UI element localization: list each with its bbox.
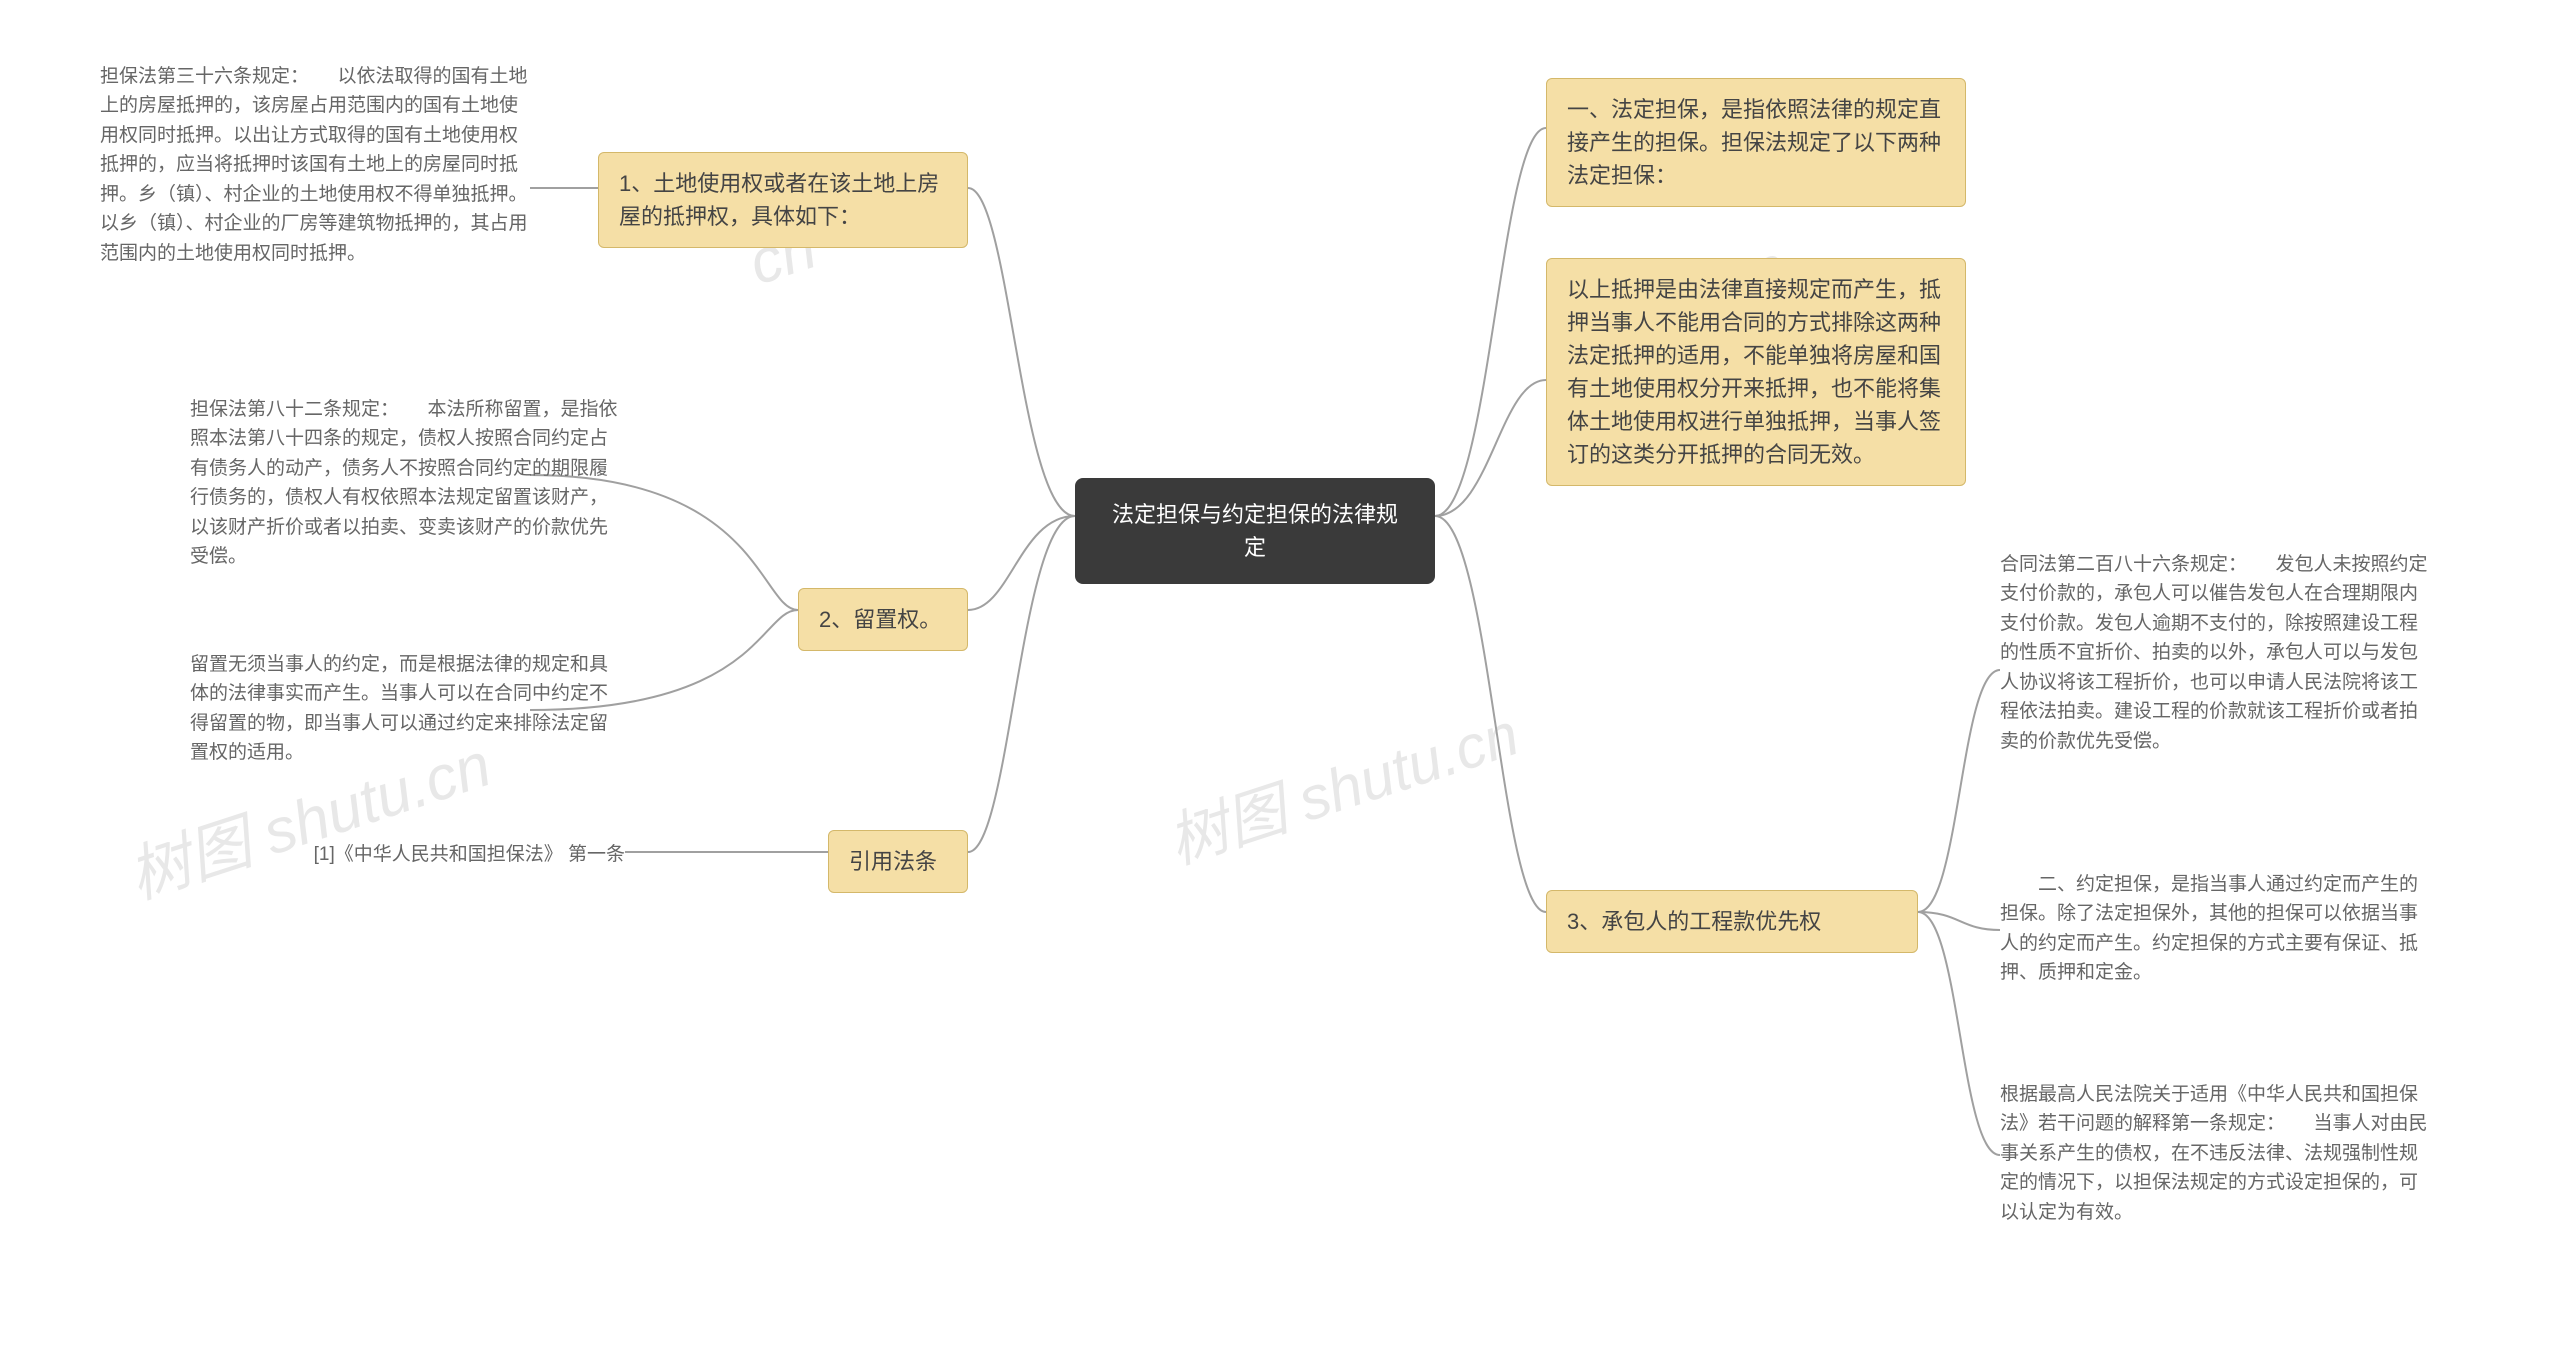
left-branch-2[interactable]: 2、留置权。 [798, 588, 968, 651]
left-leaf-3a: [1]《中华人民共和国担保法》 第一条 [280, 840, 625, 869]
left-branch-1[interactable]: 1、土地使用权或者在该土地上房屋的抵押权，具体如下： [598, 152, 968, 248]
right-branch-1[interactable]: 一、法定担保，是指依照法律的规定直接产生的担保。担保法规定了以下两种法定担保： [1546, 78, 1966, 207]
right-branch-2[interactable]: 以上抵押是由法律直接规定而产生，抵押当事人不能用合同的方式排除这两种法定抵押的适… [1546, 258, 1966, 486]
center-node[interactable]: 法定担保与约定担保的法律规定 [1075, 478, 1435, 584]
right-leaf-3b: 二、约定担保，是指当事人通过约定而产生的担保。除了法定担保外，其他的担保可以依据… [2000, 870, 2430, 988]
left-branch-3[interactable]: 引用法条 [828, 830, 968, 893]
watermark: 树图 shutu.cn [1155, 686, 1528, 881]
right-branch-3[interactable]: 3、承包人的工程款优先权 [1546, 890, 1918, 953]
left-leaf-1a: 担保法第三十六条规定： 以依法取得的国有土地上的房屋抵押的，该房屋占用范围内的国… [100, 62, 530, 268]
right-leaf-3c: 根据最高人民法院关于适用《中华人民共和国担保法》若干问题的解释第一条规定： 当事… [2000, 1080, 2430, 1227]
right-leaf-3a: 合同法第二百八十六条规定： 发包人未按照约定支付价款的，承包人可以催告发包人在合… [2000, 550, 2430, 756]
left-leaf-2a: 担保法第八十二条规定： 本法所称留置，是指依照本法第八十四条的规定，债权人按照合… [190, 395, 620, 572]
left-leaf-2b: 留置无须当事人的约定，而是根据法律的规定和具体的法律事实而产生。当事人可以在合同… [190, 650, 620, 768]
